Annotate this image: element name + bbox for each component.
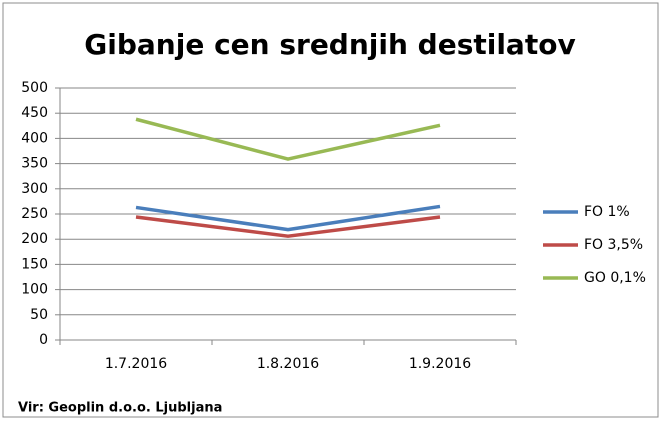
series-line xyxy=(135,204,441,232)
y-tick-label: 500 xyxy=(21,80,48,96)
x-tick-label: 1.7.2016 xyxy=(105,356,167,372)
y-tick-label: 400 xyxy=(21,130,48,146)
y-tick-label: 350 xyxy=(21,156,48,172)
legend-label: GO 0,1% xyxy=(584,270,646,286)
y-tick-label: 300 xyxy=(21,181,48,197)
series-line xyxy=(135,117,441,161)
y-tick-label: 100 xyxy=(21,282,48,298)
y-tick-label: 250 xyxy=(21,206,48,222)
x-tick-label: 1.8.2016 xyxy=(257,356,319,372)
source-note: Vir: Geoplin d.o.o. Ljubljana xyxy=(18,401,222,416)
y-tick-label: 50 xyxy=(30,307,48,323)
y-tick-label: 150 xyxy=(21,256,48,272)
y-tick-label: 0 xyxy=(39,332,48,348)
y-tick-label: 450 xyxy=(21,105,48,121)
x-tick-label: 1.9.2016 xyxy=(409,356,471,372)
chart-title: Gibanje cen srednjih destilatov xyxy=(84,28,575,61)
series-line xyxy=(135,215,441,238)
legend-label: FO 3,5% xyxy=(584,237,643,253)
legend-label: FO 1% xyxy=(584,204,630,220)
y-tick-label: 200 xyxy=(21,231,48,247)
